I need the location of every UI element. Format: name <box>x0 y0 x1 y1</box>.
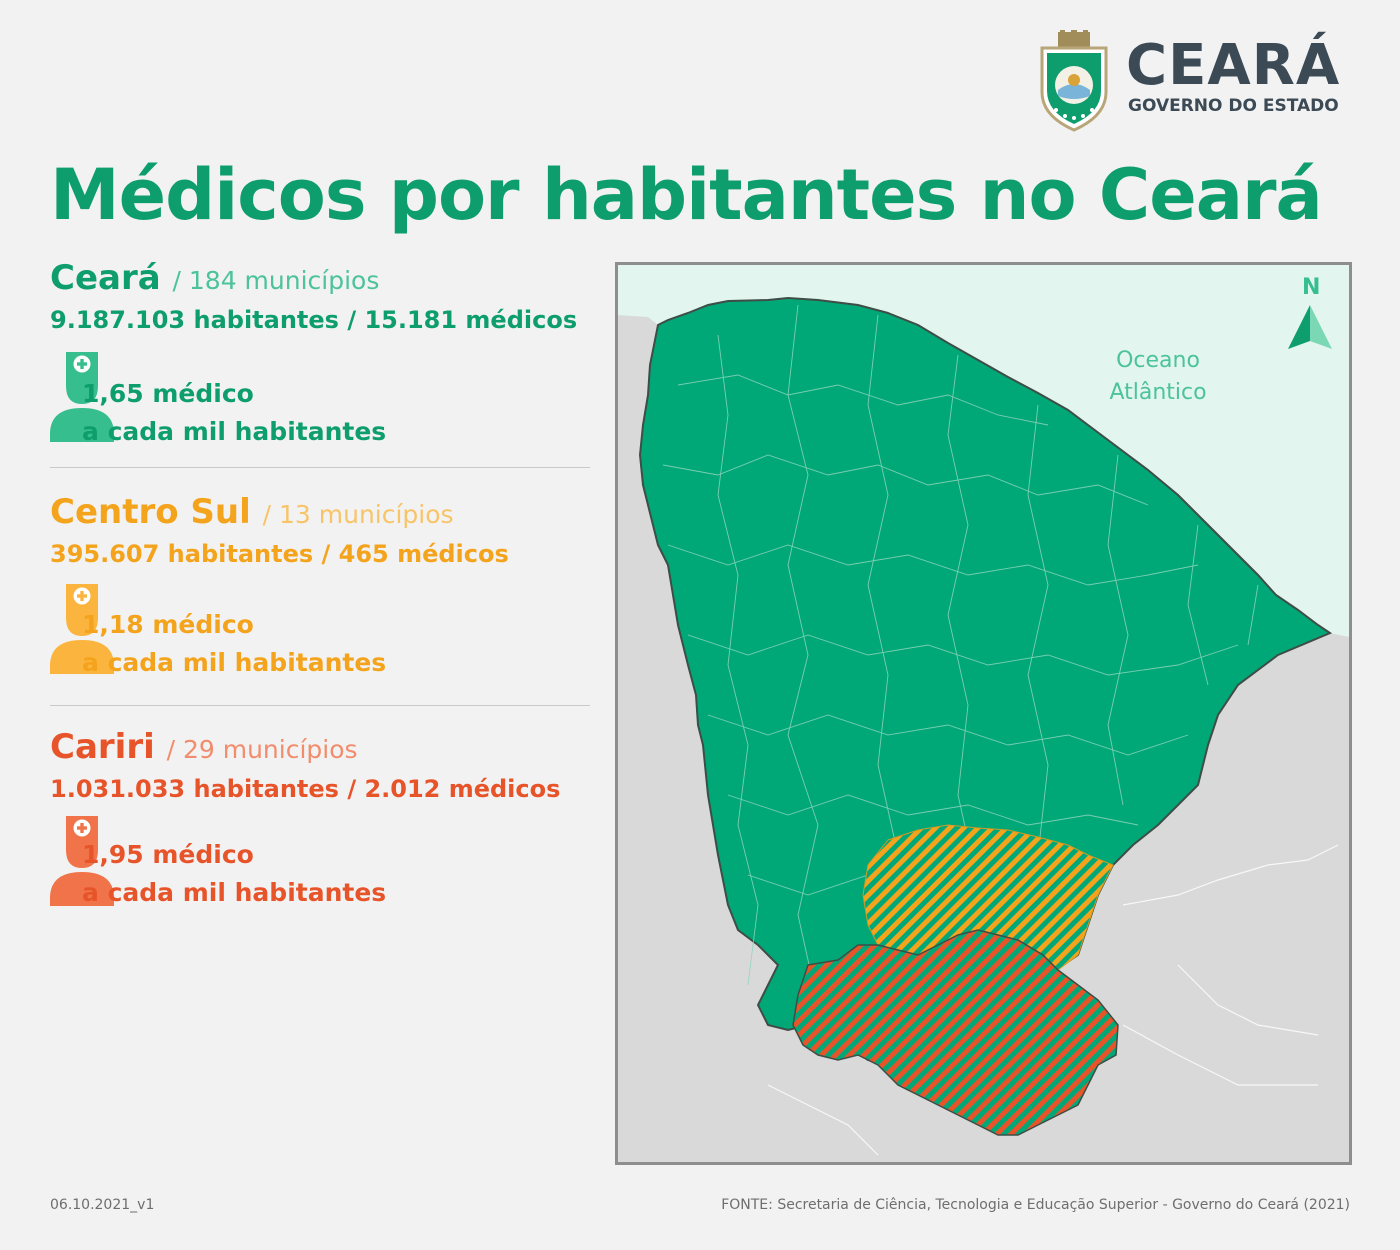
region-block-cariri: Cariri / 29 municípios 1.031.033 habitan… <box>50 727 595 806</box>
region-block-ceara: Ceará / 184 municípios 9.187.103 habitan… <box>50 258 595 337</box>
ratio-caption: a cada mil habitantes <box>82 878 387 907</box>
ratio-value: 1,95 médico <box>82 840 254 869</box>
ocean-label: Oceano Atlântico <box>1098 345 1218 409</box>
region-name-line: Centro Sul / 13 municípios <box>50 492 595 535</box>
ratio-text: 1,65 médico a cada mil habitantes <box>82 375 386 451</box>
region-name: Centro Sul <box>50 492 251 532</box>
map-canvas <box>618 265 1349 1156</box>
government-logo: CEARÁ GOVERNO DO ESTADO <box>1036 30 1356 135</box>
ratio-value: 1,65 médico <box>82 379 254 408</box>
ocean-label-line1: Oceano <box>1116 348 1200 373</box>
ocean-label-line2: Atlântico <box>1109 380 1207 405</box>
source-note: FONTE: Secretaria de Ciência, Tecnologia… <box>721 1197 1350 1213</box>
region-stats: 9.187.103 habitantes / 15.181 médicos <box>50 306 578 334</box>
divider <box>50 705 590 706</box>
neighbor-border <box>767 844 1339 1156</box>
ratio-text: 1,18 médico a cada mil habitantes <box>82 606 386 682</box>
doctor-icon <box>50 584 114 674</box>
logo-subtitle: GOVERNO DO ESTADO <box>1128 96 1339 116</box>
region-stats: 395.607 habitantes / 465 médicos <box>50 540 509 568</box>
municipality-borders <box>662 304 1259 1036</box>
region-name: Cariri <box>50 727 155 767</box>
cariri-region <box>792 929 1119 1136</box>
region-municipalities: / 184 municípios <box>172 266 380 295</box>
ratio-text: 1,95 médico a cada mil habitantes <box>82 836 386 912</box>
state-seal-icon <box>1040 30 1108 132</box>
doctor-icon <box>50 816 114 906</box>
region-stats: 1.031.033 habitantes / 2.012 médicos <box>50 775 561 803</box>
page-title: Médicos por habitantes no Ceará <box>50 154 1323 236</box>
north-label: N <box>1302 275 1321 300</box>
region-block-centro-sul: Centro Sul / 13 municípios 395.607 habit… <box>50 492 595 571</box>
region-name: Ceará <box>50 258 161 298</box>
version-label: 06.10.2021_v1 <box>50 1197 155 1213</box>
ratio-caption: a cada mil habitantes <box>82 417 387 446</box>
region-municipalities: / 13 municípios <box>262 500 454 529</box>
ceara-map: N Oceano Atlântico <box>615 262 1352 1165</box>
region-municipalities: / 29 municípios <box>166 735 358 764</box>
region-name-line: Cariri / 29 municípios <box>50 727 595 770</box>
divider <box>50 467 590 468</box>
region-name-line: Ceará / 184 municípios <box>50 258 595 301</box>
logo-name: CEARÁ <box>1126 33 1341 98</box>
ratio-caption: a cada mil habitantes <box>82 648 387 677</box>
doctor-icon <box>50 352 114 442</box>
north-arrow-icon <box>1288 305 1332 349</box>
ratio-value: 1,18 médico <box>82 610 254 639</box>
ocean-area <box>618 265 1349 637</box>
